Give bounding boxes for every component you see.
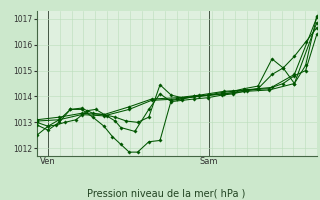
Text: Pression niveau de la mer( hPa ): Pression niveau de la mer( hPa ) — [87, 188, 245, 198]
